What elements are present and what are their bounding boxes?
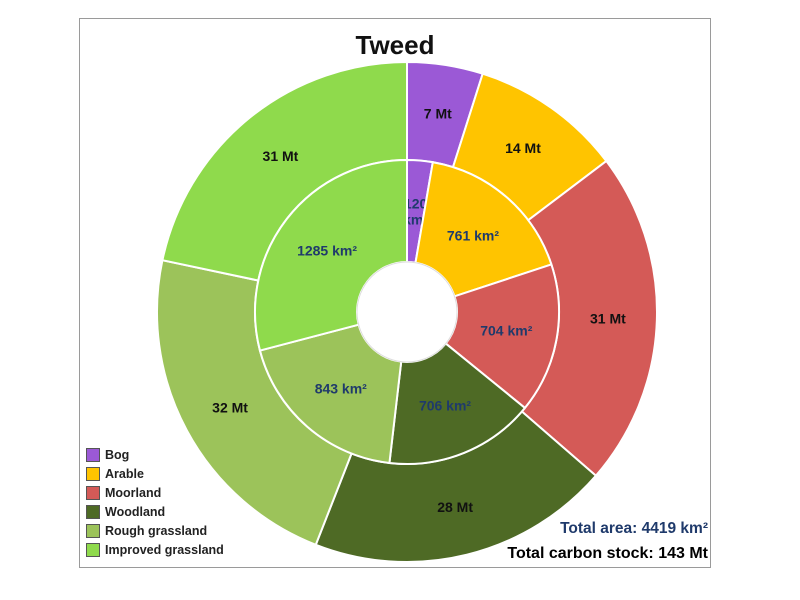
legend-item-rough-grassland: Rough grassland xyxy=(86,521,224,540)
legend-swatch xyxy=(86,447,100,462)
legend-item-moorland: Moorland xyxy=(86,483,224,502)
inner-ring-label-arable: 761 km² xyxy=(447,228,499,244)
legend-label: Woodland xyxy=(105,504,166,519)
legend-label: Arable xyxy=(105,466,144,481)
outer-ring-label-rough-grassland: 32 Mt xyxy=(212,399,248,415)
legend-item-woodland: Woodland xyxy=(86,502,224,521)
outer-ring-label-bog: 7 Mt xyxy=(424,105,452,121)
legend-swatch xyxy=(86,523,100,538)
legend-swatch xyxy=(86,542,100,557)
legend-swatch xyxy=(86,504,100,519)
chart-title: Tweed xyxy=(355,30,435,60)
total-area-text: Total area: 4419 km² xyxy=(560,520,708,537)
outer-ring-label-improved-grassland: 31 Mt xyxy=(263,148,299,164)
inner-ring-label-rough-grassland: 843 km² xyxy=(315,380,367,396)
outer-ring-label-woodland: 28 Mt xyxy=(437,499,473,515)
legend-label: Improved grassland xyxy=(105,542,224,557)
legend-swatch xyxy=(86,466,100,481)
total-carbon-text: Total carbon stock: 143 Mt xyxy=(507,545,708,562)
inner-ring-label-improved-grassland: 1285 km² xyxy=(297,242,357,258)
outer-ring-label-arable: 14 Mt xyxy=(505,140,541,156)
legend-item-bog: Bog xyxy=(86,445,224,464)
outer-ring-label-moorland: 31 Mt xyxy=(590,311,626,327)
legend-label: Bog xyxy=(105,447,130,462)
legend: Bog Arable Moorland Woodland Rough grassland… xyxy=(86,445,224,559)
inner-ring-label-moorland: 704 km² xyxy=(480,322,532,338)
legend-label: Moorland xyxy=(105,485,162,500)
inner-ring-label-woodland: 706 km² xyxy=(419,398,471,414)
donut-center-hole xyxy=(356,261,458,363)
legend-item-improved-grassland: Improved grassland xyxy=(86,540,224,559)
legend-swatch xyxy=(86,485,100,500)
legend-label: Rough grassland xyxy=(105,523,208,538)
legend-item-arable: Arable xyxy=(86,464,224,483)
